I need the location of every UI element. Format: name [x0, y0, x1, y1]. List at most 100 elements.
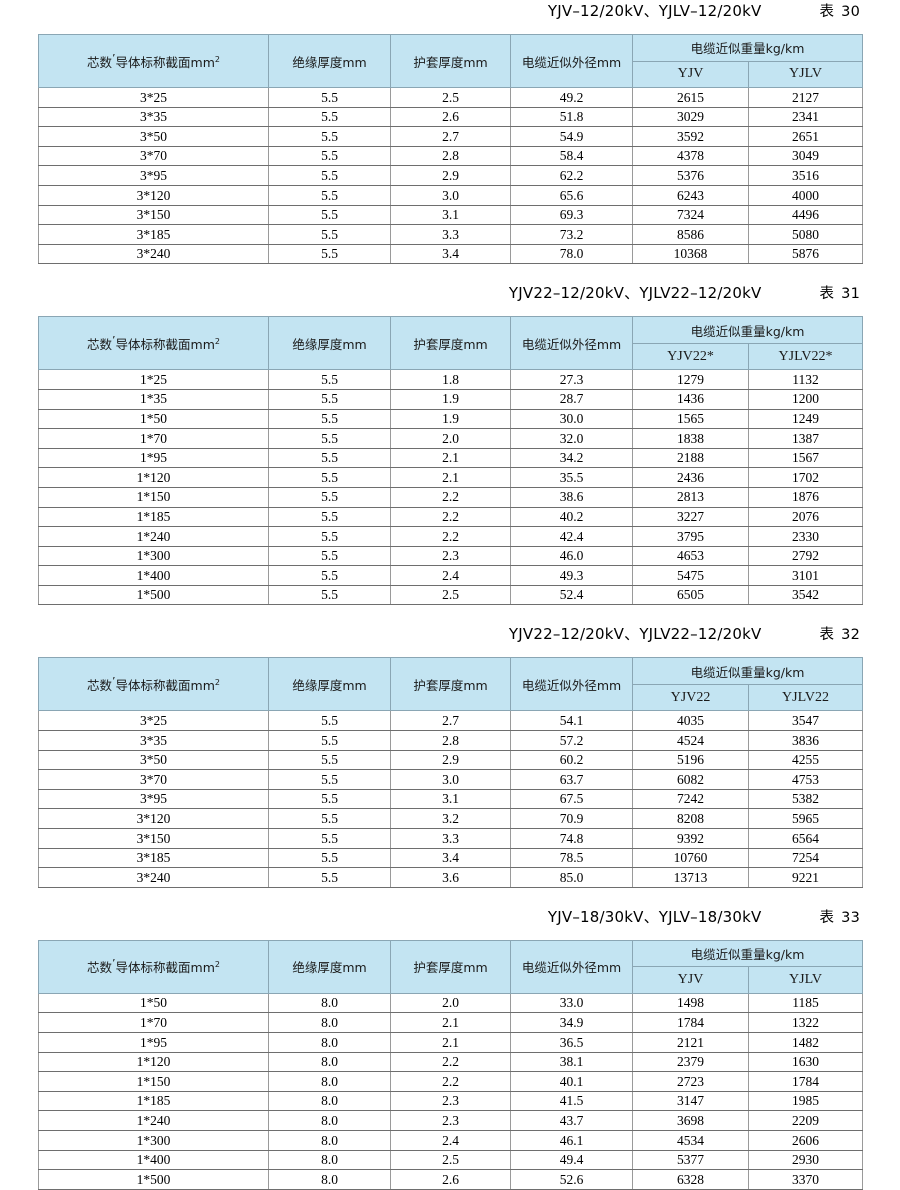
table-cell: 41.5 [510, 1090, 633, 1112]
table-cell: 2606 [748, 1129, 863, 1151]
table-cell: 2723 [632, 1071, 749, 1092]
table-cell: 2.4 [390, 1129, 511, 1151]
table-cell: 5.5 [268, 204, 391, 226]
table-cell: 2.7 [390, 126, 511, 147]
table-row: 3*35 5.5 2.8 57.2 4524 3836 [38, 730, 863, 751]
table-row: 3*25 5.5 2.7 54.1 4035 3547 [38, 710, 863, 732]
table-cell: 2.3 [390, 545, 511, 567]
table-cell: 1784 [748, 1071, 863, 1092]
table-cell: 8.0 [268, 1149, 391, 1171]
table-cell: 3*70 [38, 145, 269, 167]
table-row: 1*300 8.0 2.4 46.1 4534 2606 [38, 1129, 863, 1151]
table-cell: 8586 [632, 224, 749, 245]
table-row: 3*95 5.5 2.9 62.2 5376 3516 [38, 165, 863, 186]
table-cell: 6564 [748, 828, 863, 849]
table-cell: 8.0 [268, 993, 391, 1014]
table-cell: 1*300 [38, 1129, 269, 1151]
table-cell: 3*95 [38, 165, 269, 186]
table-cell: 3516 [748, 165, 863, 186]
table-cell: 3795 [632, 526, 749, 547]
table-cell: 3698 [632, 1110, 749, 1131]
table-header-row-primary: 芯数’导体标称截面mm2 绝缘厚度mm 护套厚度mm 电缆近似外径mm 电缆近似重量kg… [38, 657, 863, 712]
table-cell: 2.8 [390, 145, 511, 167]
table-cell: 5876 [748, 243, 863, 265]
table-header-row-primary: 芯数’导体标称截面mm2 绝缘厚度mm 护套厚度mm 电缆近似外径mm 电缆近似重量kg… [38, 316, 863, 371]
table-cell: 74.8 [510, 828, 633, 849]
table-cell: 7254 [748, 847, 863, 869]
table-cell: 2.7 [390, 710, 511, 732]
header-sheath-thickness: 护套厚度mm [390, 316, 511, 371]
table-row: 3*70 5.5 2.8 58.4 4378 3049 [38, 145, 863, 167]
header-insulation-thickness: 绝缘厚度mm [268, 34, 391, 88]
table-cell: 1565 [632, 408, 749, 430]
table-cell: 5475 [632, 565, 749, 586]
table-cell: 2.0 [390, 428, 511, 449]
table-cell: 1*120 [38, 1051, 269, 1073]
table-cell: 4524 [632, 730, 749, 751]
table-row: 3*35 5.5 2.6 51.8 3029 2341 [38, 106, 863, 128]
table-cell: 52.6 [510, 1169, 633, 1190]
table-cell: 3227 [632, 506, 749, 528]
table-cell: 1436 [632, 388, 749, 410]
table-cell: 85.0 [510, 867, 633, 888]
table-number: 表 31 [819, 282, 860, 303]
table-cell: 5.5 [268, 428, 391, 449]
table-cell: 5.5 [268, 847, 391, 869]
header-insulation-thickness: 绝缘厚度mm [268, 657, 391, 712]
table-cell: 1249 [748, 408, 863, 430]
table-row: 1*500 8.0 2.6 52.6 6328 3370 [38, 1169, 863, 1190]
table-cell: 2.0 [390, 993, 511, 1014]
table-cell: 49.3 [510, 565, 633, 586]
table-cell: 5.5 [268, 565, 391, 586]
table-cell: 1387 [748, 428, 863, 449]
table-cell: 60.2 [510, 749, 633, 771]
table-body: 3*25 5.5 2.5 49.2 2615 2127 3*35 5.5 2.6 51.8 3029… [38, 87, 863, 265]
table-cell: 6082 [632, 769, 749, 790]
table-cell: 4255 [748, 749, 863, 771]
header-weight-yjv: YJV [632, 966, 749, 994]
table-row: 3*240 5.5 3.6 85.0 13713 9221 [38, 867, 863, 888]
table-cell: 10760 [632, 847, 749, 869]
table-cell: 1200 [748, 388, 863, 410]
table-cell: 1702 [748, 467, 863, 488]
table-cell: 5.5 [268, 710, 391, 732]
table-title: YJV22–12/20kV、YJLV22–12/20kV [508, 284, 762, 303]
table-row: 1*400 8.0 2.5 49.4 5377 2930 [38, 1149, 863, 1171]
table-cell: 2379 [632, 1051, 749, 1073]
table-cell: 1*50 [38, 993, 269, 1014]
table-cell: 5376 [632, 165, 749, 186]
table-cell: 3*240 [38, 243, 269, 265]
table-cell: 3.3 [390, 224, 511, 245]
table-row: 1*95 5.5 2.1 34.2 2188 1567 [38, 447, 863, 469]
table-cell: 3*150 [38, 204, 269, 226]
table-cell: 1*185 [38, 1090, 269, 1112]
table-row: 3*50 5.5 2.7 54.9 3592 2651 [38, 126, 863, 147]
table-cell: 73.2 [510, 224, 633, 245]
table-cell: 5965 [748, 808, 863, 830]
table-cell: 40.1 [510, 1071, 633, 1092]
table-number-value: 31 [841, 286, 860, 303]
cable-spec-table: 芯数’导体标称截面mm2 绝缘厚度mm 护套厚度mm 电缆近似外径mm 电缆近似重量kg… [38, 939, 863, 1190]
table-cell: 70.9 [510, 808, 633, 830]
table-cell: 4534 [632, 1129, 749, 1151]
table-number-value: 30 [841, 4, 860, 20]
table-number-label: 表 [819, 627, 835, 644]
table-row: 1*500 5.5 2.5 52.4 6505 3542 [38, 584, 863, 606]
table-cell: 3*70 [38, 769, 269, 790]
table-cell: 3836 [748, 730, 863, 751]
header-approx-weight-group: 电缆近似重量kg/km [632, 939, 863, 968]
table-cell: 1784 [632, 1012, 749, 1033]
table-cell: 40.2 [510, 506, 633, 528]
table-cell: 2.2 [390, 506, 511, 528]
header-weight-yjlv: YJLV22* [748, 342, 863, 371]
table-cell: 10368 [632, 243, 749, 265]
table-row: 1*25 5.5 1.8 27.3 1279 1132 [38, 369, 863, 390]
table-cell: 1838 [632, 428, 749, 449]
table-caption: YJV–12/20kV、YJLV–12/20kV 表 30 [38, 0, 862, 34]
table-row: 1*50 8.0 2.0 33.0 1498 1185 [38, 993, 863, 1014]
table-cell: 7242 [632, 788, 749, 810]
table-cell: 1482 [748, 1032, 863, 1053]
header-outer-diameter: 电缆近似外径mm [510, 657, 633, 712]
header-outer-diameter: 电缆近似外径mm [510, 34, 633, 88]
table-number: 表 30 [819, 0, 860, 21]
